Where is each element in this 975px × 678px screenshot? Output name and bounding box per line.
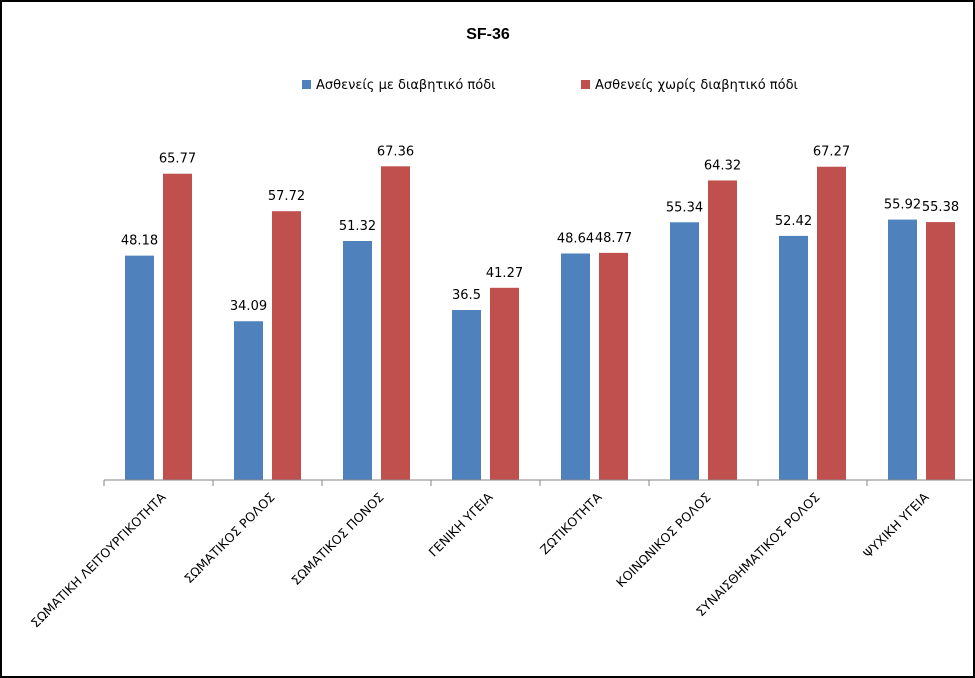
data-label-series-1-cat-3: 51.32 <box>339 219 376 234</box>
bar-series-1-cat-2 <box>234 321 263 480</box>
data-label-series-1-cat-4: 36.5 <box>452 288 481 303</box>
bar-series-1-cat-5 <box>561 253 590 480</box>
category-label-1: ΣΩΜΑΤΙΚΗ ΛΕΙΤΟΥΡΓΙΚΟΤΗΤΑ <box>28 489 169 630</box>
bar-series-2-cat-1 <box>163 173 192 480</box>
data-label-series-2-cat-1: 65.77 <box>159 152 196 167</box>
bar-series-1-cat-4 <box>452 310 481 480</box>
category-label-7: ΣΥΝΑΙΣΘΗΜΑΤΙΚΟΣ ΡΟΛΟΣ <box>693 489 823 619</box>
category-label-2: ΣΩΜΑΤΙΚΟΣ ΡΟΛΟΣ <box>181 489 278 586</box>
data-label-series-1-cat-1: 48.18 <box>121 234 158 249</box>
data-label-series-2-cat-3: 67.36 <box>377 144 414 159</box>
bar-series-2-cat-8 <box>926 222 955 480</box>
data-label-series-2-cat-2: 57.72 <box>268 189 305 204</box>
legend-swatch-series-2 <box>581 80 590 89</box>
data-label-series-1-cat-7: 52.42 <box>775 214 812 229</box>
data-label-series-1-cat-8: 55.92 <box>884 198 921 213</box>
bar-series-2-cat-7 <box>817 166 846 480</box>
chart-title: SF-36 <box>466 26 510 43</box>
bar-series-2-cat-6 <box>708 180 737 480</box>
category-label-5: ΖΩΤΙΚΟΤΗΤΑ <box>537 489 605 557</box>
data-label-series-2-cat-8: 55.38 <box>922 200 959 215</box>
category-label-8: ΨΥΧΙΚΗ ΥΓΕΙΑ <box>860 489 932 561</box>
value-labels-layer: 48.18 65.77 34.09 57.72 51.32 67.36 36.5 41.27 4… <box>121 144 959 314</box>
bar-series-1-cat-7 <box>779 235 808 480</box>
legend-label-series-1: Ασθενείς με διαβητικό πόδι <box>316 78 496 93</box>
data-label-series-2-cat-4: 41.27 <box>486 266 523 281</box>
category-label-3: ΣΩΜΑΤΙΚΟΣ ΠΟΝΟΣ <box>288 489 387 588</box>
bar-series-1-cat-8 <box>888 219 917 480</box>
legend-label-series-2: Ασθενείς χωρίς διαβητικό πόδι <box>595 78 798 93</box>
bar-series-2-cat-4 <box>490 287 519 480</box>
x-axis-ticks <box>103 480 868 486</box>
legend: Ασθενείς με διαβητικό πόδι Ασθενείς χωρί… <box>302 78 798 93</box>
category-label-4: ΓΕΝΙΚΗ ΥΓΕΙΑ <box>425 489 495 559</box>
data-label-series-2-cat-7: 67.27 <box>813 145 850 160</box>
data-label-series-1-cat-6: 55.34 <box>666 200 703 215</box>
data-label-series-2-cat-6: 64.32 <box>704 158 741 173</box>
legend-swatch-series-1 <box>302 80 311 89</box>
bar-series-1-cat-1 <box>125 255 154 480</box>
bar-series-2-cat-3 <box>381 166 410 480</box>
bars-layer <box>125 166 955 480</box>
bar-series-2-cat-5 <box>599 252 628 480</box>
data-label-series-1-cat-2: 34.09 <box>230 299 267 314</box>
bar-series-2-cat-2 <box>272 211 301 480</box>
data-label-series-2-cat-5: 48.77 <box>595 231 632 246</box>
bar-series-1-cat-3 <box>343 241 372 480</box>
data-label-series-1-cat-5: 48.64 <box>557 231 594 246</box>
category-label-6: ΚΟΙΝΩΝΙΚΟΣ ΡΟΛΟΣ <box>613 489 714 590</box>
category-labels-layer: ΣΩΜΑΤΙΚΗ ΛΕΙΤΟΥΡΓΙΚΟΤΗΤΑ ΣΩΜΑΤΙΚΟΣ ΡΟΛΟΣ Σ… <box>28 489 932 630</box>
bar-series-1-cat-6 <box>670 222 699 480</box>
